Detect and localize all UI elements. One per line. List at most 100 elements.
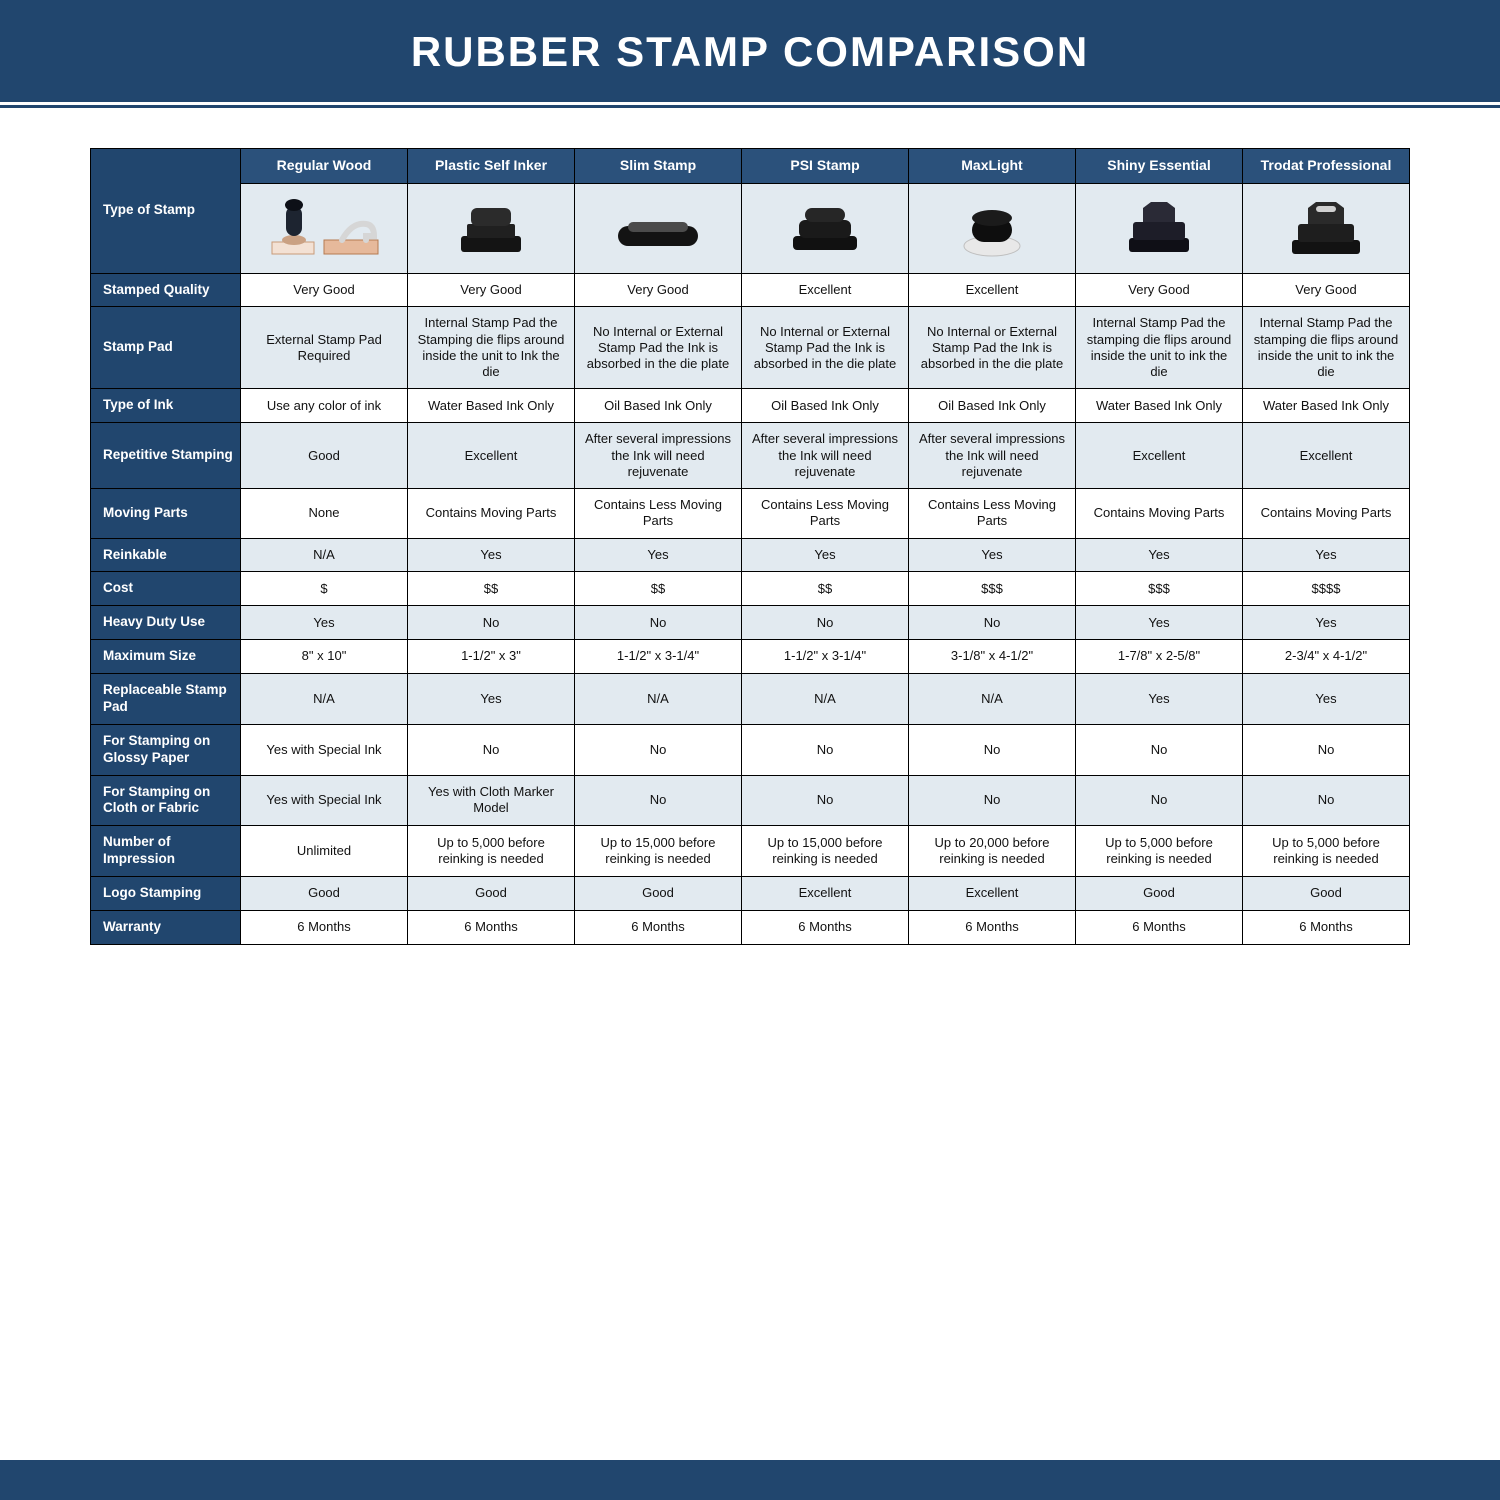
table-wrap: Type of StampRegular WoodPlastic Self In… xyxy=(0,108,1500,965)
table-row: Maximum Size8" x 10"1-1/2" x 3"1-1/2" x … xyxy=(91,640,1410,674)
cell: Oil Based Ink Only xyxy=(742,389,909,423)
cell: External Stamp Pad Required xyxy=(241,307,408,389)
cell: 6 Months xyxy=(1243,910,1410,944)
table-row: ReinkableN/AYesYesYesYesYesYes xyxy=(91,538,1410,572)
shiny-icon xyxy=(1082,193,1236,263)
cell: No Internal or External Stamp Pad the In… xyxy=(909,307,1076,389)
cell: 1-1/2" x 3" xyxy=(408,640,575,674)
cell: Water Based Ink Only xyxy=(408,389,575,423)
cell: After several impressions the Ink will n… xyxy=(742,423,909,489)
cell: $$$$ xyxy=(1243,572,1410,606)
cell: N/A xyxy=(742,674,909,725)
stamp-thumb-wood xyxy=(241,183,408,273)
colhdr-6: Trodat Professional xyxy=(1243,149,1410,184)
cell: No Internal or External Stamp Pad the In… xyxy=(742,307,909,389)
cell: Excellent xyxy=(742,877,909,911)
table-row: Repetitive StampingGoodExcellentAfter se… xyxy=(91,423,1410,489)
cell: Good xyxy=(241,877,408,911)
comparison-table: Type of StampRegular WoodPlastic Self In… xyxy=(90,148,1410,945)
cell: $$ xyxy=(408,572,575,606)
table-row: Cost$$$$$$$$$$$$$$$$$ xyxy=(91,572,1410,606)
cell: Yes with Special Ink xyxy=(241,724,408,775)
cell: Very Good xyxy=(1076,273,1243,307)
cell: No xyxy=(575,724,742,775)
cell: Excellent xyxy=(1243,423,1410,489)
page: RUBBER STAMP COMPARISON Type of StampReg… xyxy=(0,0,1500,1500)
slim-icon xyxy=(581,193,735,263)
cell: No xyxy=(742,606,909,640)
cell: Yes xyxy=(742,538,909,572)
cell: No xyxy=(742,724,909,775)
cell: N/A xyxy=(575,674,742,725)
page-title: RUBBER STAMP COMPARISON xyxy=(10,28,1490,76)
cell: No xyxy=(909,724,1076,775)
stamp-thumb-trodat xyxy=(1243,183,1410,273)
cell: Up to 15,000 before reinking is needed xyxy=(742,826,909,877)
table-row: Stamped QualityVery GoodVery GoodVery Go… xyxy=(91,273,1410,307)
cell: 1-1/2" x 3-1/4" xyxy=(742,640,909,674)
cell: Yes xyxy=(408,674,575,725)
cell: Yes xyxy=(1076,538,1243,572)
maxlight-icon xyxy=(915,193,1069,263)
cell: After several impressions the Ink will n… xyxy=(575,423,742,489)
cell: No xyxy=(1076,724,1243,775)
cell: N/A xyxy=(241,674,408,725)
cell: Good xyxy=(575,877,742,911)
table-row: For Stamping on Cloth or FabricYes with … xyxy=(91,775,1410,826)
colhdr-0: Regular Wood xyxy=(241,149,408,184)
cell: Good xyxy=(241,423,408,489)
cell: Use any color of ink xyxy=(241,389,408,423)
rowhdr: Stamp Pad xyxy=(91,307,241,389)
colhdr-5: Shiny Essential xyxy=(1076,149,1243,184)
cell: Oil Based Ink Only xyxy=(909,389,1076,423)
rowhdr: Stamped Quality xyxy=(91,273,241,307)
table-row: Warranty6 Months6 Months6 Months6 Months… xyxy=(91,910,1410,944)
cell: Contains Less Moving Parts xyxy=(742,489,909,539)
cell: Very Good xyxy=(575,273,742,307)
cell: Yes xyxy=(1243,674,1410,725)
cell: Internal Stamp Pad the stamping die flip… xyxy=(1243,307,1410,389)
title-bar: RUBBER STAMP COMPARISON xyxy=(0,0,1500,105)
cell: No xyxy=(1243,724,1410,775)
cell: Up to 15,000 before reinking is needed xyxy=(575,826,742,877)
cell: 1-1/2" x 3-1/4" xyxy=(575,640,742,674)
table-row: Replaceable Stamp PadN/AYesN/AN/AN/AYesY… xyxy=(91,674,1410,725)
rowhdr: For Stamping on Cloth or Fabric xyxy=(91,775,241,826)
cell: N/A xyxy=(241,538,408,572)
selfinker-icon xyxy=(414,193,568,263)
cell: Water Based Ink Only xyxy=(1076,389,1243,423)
cell: Contains Moving Parts xyxy=(1076,489,1243,539)
cell: Internal Stamp Pad the stamping die flip… xyxy=(1076,307,1243,389)
cell: Yes xyxy=(1243,538,1410,572)
footer-bar xyxy=(0,1460,1500,1500)
cell: Contains Moving Parts xyxy=(408,489,575,539)
colhdr-4: MaxLight xyxy=(909,149,1076,184)
table-body: Stamped QualityVery GoodVery GoodVery Go… xyxy=(91,273,1410,944)
cell: No xyxy=(408,724,575,775)
cell: Yes with Special Ink xyxy=(241,775,408,826)
cell: Up to 5,000 before reinking is needed xyxy=(408,826,575,877)
cell: Good xyxy=(1076,877,1243,911)
stamp-thumb-maxlight xyxy=(909,183,1076,273)
cell: Up to 5,000 before reinking is needed xyxy=(1076,826,1243,877)
table-row: Moving PartsNoneContains Moving PartsCon… xyxy=(91,489,1410,539)
cell: Excellent xyxy=(408,423,575,489)
cell: Yes xyxy=(909,538,1076,572)
table-row: Number of ImpressionUnlimitedUp to 5,000… xyxy=(91,826,1410,877)
cell: 1-7/8" x 2-5/8" xyxy=(1076,640,1243,674)
psi-icon xyxy=(748,193,902,263)
cell: $$$ xyxy=(909,572,1076,606)
table-row: Stamp PadExternal Stamp Pad Required Inte… xyxy=(91,307,1410,389)
cell: Oil Based Ink Only xyxy=(575,389,742,423)
cell: Very Good xyxy=(408,273,575,307)
cell: $$ xyxy=(575,572,742,606)
colhdr-3: PSI Stamp xyxy=(742,149,909,184)
cell: Excellent xyxy=(909,273,1076,307)
wood-icon xyxy=(247,193,401,263)
rowhdr: Type of Ink xyxy=(91,389,241,423)
cell: Excellent xyxy=(909,877,1076,911)
cell: $$ xyxy=(742,572,909,606)
cell: Yes xyxy=(1076,674,1243,725)
cell: After several impressions the Ink will n… xyxy=(909,423,1076,489)
cell: 6 Months xyxy=(575,910,742,944)
